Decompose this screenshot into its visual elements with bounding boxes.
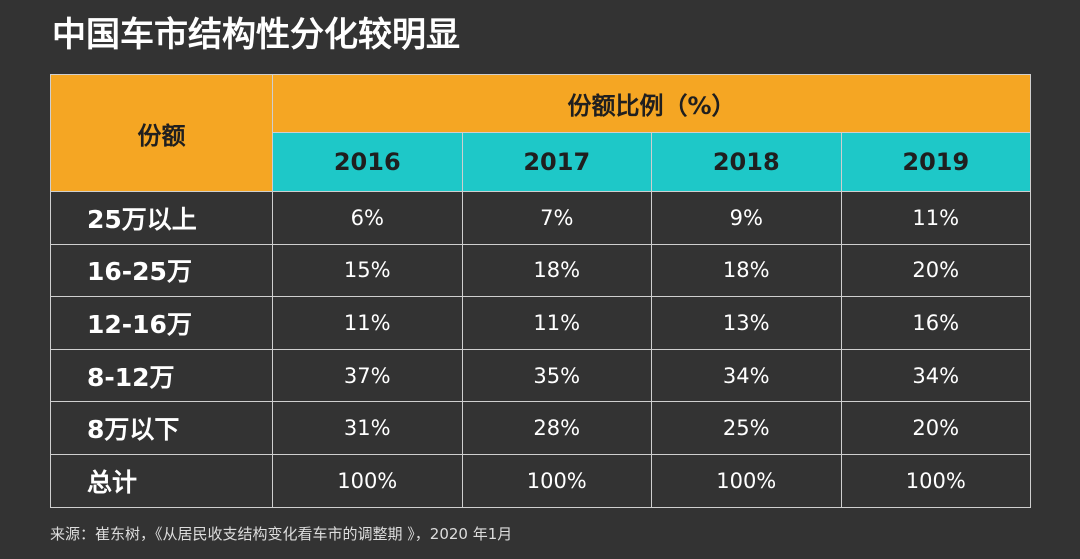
value-cell: 9% [651,191,842,245]
row-label: 25万以上 [50,191,273,245]
table-row: 12-16万 11% 11% 13% 16% [50,296,1032,350]
header-row-years: 2016 2017 2018 2019 [51,132,1032,192]
year-header: 2018 [651,132,842,192]
value-cell: 18% [461,243,652,298]
value-cell: 28% [461,401,652,455]
value-cell: 13% [651,296,842,350]
value-cell: 20% [840,243,1032,298]
header-row-group: 份额 份额比例（%） [50,74,1032,192]
year-header: 2016 [272,132,463,192]
value-cell: 16% [840,296,1032,350]
value-cell: 11% [840,191,1032,245]
value-cell: 34% [651,348,842,403]
table-row: 25万以上 6% 7% 9% 11% [50,191,1032,245]
value-cell: 25% [651,401,842,455]
table-row: 16-25万 15% 18% 18% 20% [50,243,1032,298]
value-cell: 20% [840,401,1032,455]
value-cell: 37% [272,348,463,403]
year-header: 2017 [461,132,652,192]
page-title: 中国车市结构性分化较明显 [52,15,460,55]
share-table: 份额 份额比例（%） 2016 2017 2018 2019 25万以上 6% … [50,74,1032,508]
table-row: 8万以下 31% 28% 25% 20% [50,401,1032,455]
row-label: 总计 [50,453,273,508]
row-label: 16-25万 [50,243,273,298]
value-cell: 7% [461,191,652,245]
corner-header-share: 份额 [50,74,273,192]
value-cell: 11% [461,296,652,350]
value-cell: 100% [840,453,1032,508]
row-label: 12-16万 [50,296,273,350]
value-cell: 11% [272,296,463,350]
value-cell: 100% [651,453,842,508]
value-cell: 15% [272,243,463,298]
value-cell: 34% [840,348,1032,403]
value-cell: 100% [272,453,463,508]
value-cell: 18% [651,243,842,298]
value-cell: 35% [461,348,652,403]
group-header-share-ratio: 份额比例（%） [271,74,1032,133]
table-row-total: 总计 100% 100% 100% 100% [50,453,1032,508]
value-cell: 100% [461,453,652,508]
row-label: 8万以下 [50,401,273,455]
table-row: 8-12万 37% 35% 34% 34% [50,348,1032,403]
source-note: 来源：崔东树，《从居民收支结构变化看车市的调整期 》，2020 年1月 [50,525,513,543]
value-cell: 31% [272,401,463,455]
value-cell: 6% [272,191,463,245]
year-header: 2019 [840,132,1032,192]
row-label: 8-12万 [50,348,273,403]
